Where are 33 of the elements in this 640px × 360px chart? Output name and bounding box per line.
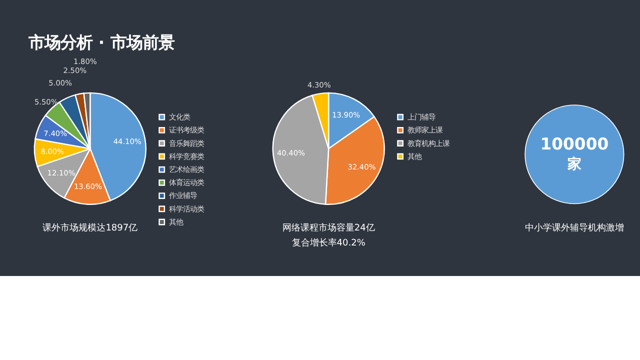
data-label: 13.90% [332, 110, 360, 120]
text: 复合增长率40.2% [292, 237, 366, 248]
data-label: 5.50% [34, 98, 58, 107]
data-label: 2.50% [63, 66, 87, 75]
data-label: 1.80% [74, 56, 97, 66]
legend-label: 其他 [168, 217, 183, 226]
legend-label: 科学竞赛类 [168, 152, 204, 161]
legend-label: 体育运动类 [168, 178, 204, 188]
legend-label: 作业辅导 [168, 191, 197, 200]
legend-label: 文化类 [168, 112, 190, 122]
data-label: 32.40% [348, 162, 376, 172]
text: 100000 [540, 134, 609, 154]
legend-label: 上门辅导 [407, 112, 436, 122]
legend-label: 艺术绘画类 [168, 165, 204, 174]
legend-label: 其他 [407, 152, 422, 161]
data-label: 8.00% [40, 146, 64, 156]
data-label: 12.10% [47, 168, 76, 178]
legend-label: 音乐舞蹈类 [168, 138, 204, 148]
legend-label: 科学活动类 [168, 204, 204, 214]
legend-label: 教育机构上课 [407, 138, 450, 148]
legend-label: 教师家上课 [407, 126, 442, 135]
text: 家 [566, 155, 582, 172]
data-label: 5.00% [48, 78, 72, 88]
chart-title: 市场分析 · 市场前景 [28, 32, 174, 52]
text: 网络课程市场容量24亿 [282, 222, 375, 234]
data-label: 7.40% [44, 129, 68, 138]
data-label: 4.30% [307, 80, 331, 90]
legend-label: 证书考级类 [168, 126, 204, 135]
data-label: 13.60% [74, 182, 102, 191]
text: 中小学课外辅导机构激增 [524, 222, 624, 234]
text: 课外市场规模达1897亿 [42, 222, 138, 234]
data-label: 40.40% [276, 148, 306, 158]
data-label: 44.10% [113, 137, 142, 146]
